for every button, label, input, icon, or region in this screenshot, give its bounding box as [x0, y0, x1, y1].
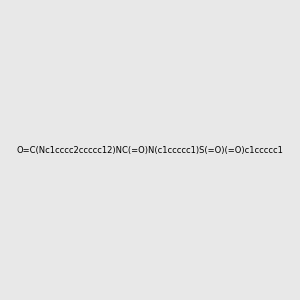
Text: O=C(Nc1cccc2ccccc12)NC(=O)N(c1ccccc1)S(=O)(=O)c1ccccc1: O=C(Nc1cccc2ccccc12)NC(=O)N(c1ccccc1)S(=…	[16, 146, 283, 154]
